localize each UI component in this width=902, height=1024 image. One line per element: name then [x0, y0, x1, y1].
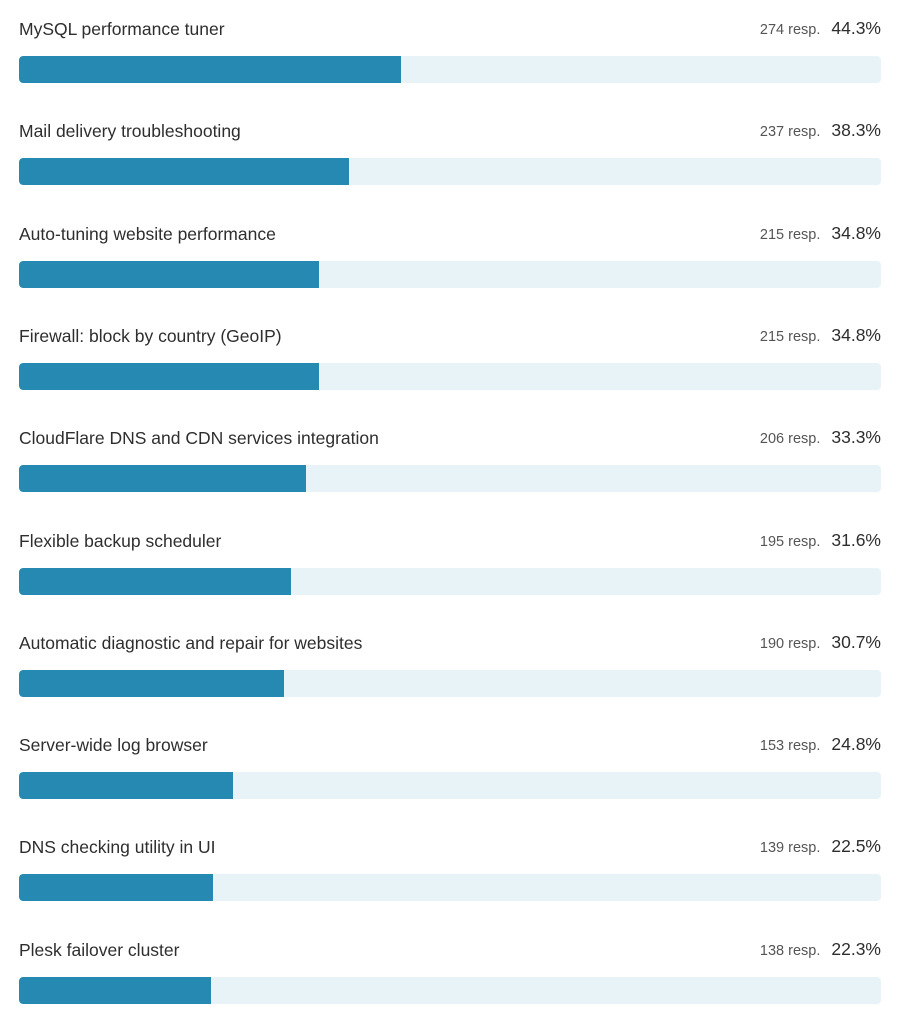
bar-row: Auto-tuning website performance 215 resp.… [19, 221, 881, 291]
bar-fill [19, 56, 401, 83]
bar-track [19, 362, 881, 390]
response-count: 274 resp. [759, 22, 821, 38]
response-count: 138 resp. [759, 942, 821, 959]
bar-track [19, 874, 881, 902]
percentage-label: 22.5% [831, 836, 881, 857]
bar-row: Firewall: block by country (GeoIP) 215 re… [19, 323, 881, 393]
percentage-label: 30.7% [831, 631, 881, 652]
bar-row: Plesk failover cluster 138 resp. 22.3% [19, 937, 881, 1007]
bar-row: Flexible backup scheduler 195 resp. 31.6% [19, 528, 881, 598]
percentage-label: 34.8% [831, 324, 881, 345]
bar-row: Server-wide log browser 153 resp. 24.8% [19, 732, 881, 802]
bar-label: Firewall: block by country (GeoIP) [19, 325, 282, 346]
percentage-label: 31.6% [831, 529, 881, 550]
bar-stats: 274 resp. 44.3% [760, 18, 881, 40]
bar-stats: 190 resp. 30.7% [760, 632, 881, 654]
bar-label: CloudFlare DNS and CDN services integrat… [19, 428, 379, 449]
bar-stats: 139 resp. 22.5% [760, 836, 881, 858]
bar-track [19, 158, 881, 186]
response-count: 215 resp. [759, 226, 821, 243]
bar-stats: 215 resp. 34.8% [760, 325, 881, 347]
bar-fill [19, 874, 213, 902]
percentage-label: 24.8% [831, 734, 881, 755]
bar-fill [19, 260, 319, 288]
bar-label: Flexible backup scheduler [19, 530, 222, 551]
bar-row: Automatic diagnostic and repair for webs… [19, 630, 881, 700]
bar-stats: 237 resp. 38.3% [760, 120, 881, 142]
bar-fill [19, 772, 233, 800]
percentage-label: 34.8% [831, 222, 881, 243]
bar-label: Server-wide log browser [19, 735, 208, 756]
percentage-label: 44.3% [831, 18, 881, 38]
bar-fill [19, 976, 211, 1004]
bar-label: Auto-tuning website performance [19, 223, 276, 244]
bar-label: DNS checking utility in UI [19, 837, 216, 858]
bar-stats: 206 resp. 33.3% [760, 427, 881, 449]
response-count: 237 resp. [759, 124, 821, 141]
bar-label: Plesk failover cluster [19, 939, 180, 960]
bar-fill [19, 362, 319, 390]
response-count: 153 resp. [759, 738, 821, 755]
bar-track [19, 56, 881, 83]
bar-track [19, 567, 881, 595]
bar-row: Mail delivery troubleshooting 237 resp. 38… [19, 118, 881, 188]
bar-track [19, 465, 881, 493]
bar-row: CloudFlare DNS and CDN services integrat… [19, 425, 881, 495]
response-count: 139 resp. [759, 840, 821, 857]
bar-stats: 215 resp. 34.8% [760, 223, 881, 245]
response-count: 195 resp. [759, 533, 821, 550]
bar-fill [19, 567, 291, 595]
bar-fill [19, 465, 306, 493]
bar-track [19, 772, 881, 800]
bar-label: Mail delivery troubleshooting [19, 121, 241, 142]
bar-label: MySQL performance tuner [19, 19, 225, 39]
bar-stats: 138 resp. 22.3% [760, 939, 881, 961]
bar-stats: 153 resp. 24.8% [760, 734, 881, 756]
bar-row: MySQL performance tuner 274 resp. 44.3% [19, 16, 881, 86]
response-count: 190 resp. [759, 635, 821, 652]
bar-fill [19, 669, 284, 697]
bar-fill [19, 158, 349, 186]
percentage-label: 33.3% [831, 427, 881, 448]
response-count: 206 resp. [759, 431, 821, 448]
response-count: 215 resp. [759, 328, 821, 345]
bar-label: Automatic diagnostic and repair for webs… [19, 632, 363, 653]
bar-track [19, 260, 881, 288]
bar-row: DNS checking utility in UI 139 resp. 22.5% [19, 834, 881, 904]
bar-stats: 195 resp. 31.6% [760, 530, 881, 552]
bar-track [19, 669, 881, 697]
percentage-label: 22.3% [831, 938, 881, 959]
bar-track [19, 976, 881, 1004]
percentage-label: 38.3% [831, 120, 881, 141]
